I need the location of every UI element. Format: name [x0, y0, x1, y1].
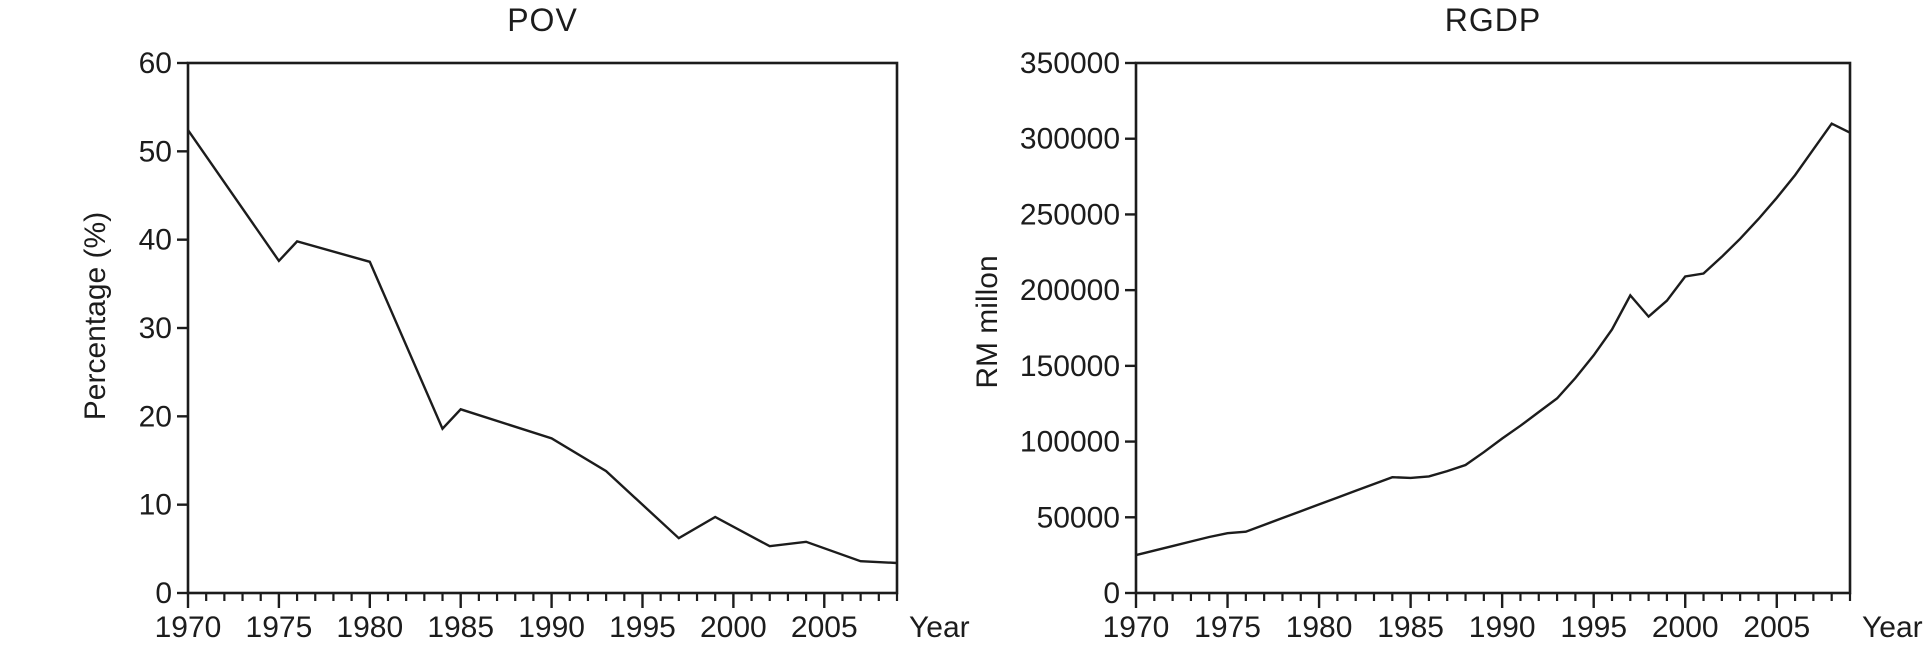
pov-x-tick-label: 1985	[427, 611, 494, 644]
pov-chart-title: POV	[507, 2, 578, 38]
pov-x-tick-label: 1975	[246, 611, 313, 644]
pov-x-tick-label: 1980	[336, 611, 403, 644]
rgdp-x-tick-label: 1985	[1377, 611, 1444, 644]
rgdp-plot-frame	[1134, 61, 1852, 595]
pov-x-tick-label: 1970	[155, 611, 222, 644]
pov-x-tick-label: 1995	[609, 611, 676, 644]
rgdp-x-tick-label: 1995	[1560, 611, 1627, 644]
rgdp-y-tick-label: 100000	[1020, 426, 1120, 459]
rgdp-chart-title: RGDP	[1444, 2, 1542, 38]
rgdp-y-tick-label: 300000	[1020, 123, 1120, 156]
rgdp-x-tick-label: 1970	[1103, 611, 1170, 644]
rgdp-y-tick-label: 200000	[1020, 274, 1120, 307]
rgdp-data-line	[1135, 122, 1851, 557]
rgdp-x-tick-label: 1980	[1286, 611, 1353, 644]
pov-x-tick-label: 2005	[791, 611, 858, 644]
rgdp-y-tick-label: 50000	[1037, 501, 1120, 534]
pov-y-tick-label: 50	[139, 135, 172, 168]
pov-y-tick-label: 40	[139, 224, 172, 257]
rgdp-y-tick-label: 250000	[1020, 198, 1120, 231]
pov-y-tick-label: 30	[139, 312, 172, 345]
rgdp-x-tick-label: 1990	[1469, 611, 1536, 644]
rgdp-x-tick-label: 2005	[1743, 611, 1810, 644]
pov-y-tick-label: 60	[139, 47, 172, 80]
pov-y-tick-label: 0	[155, 577, 172, 610]
pov-x-axis-label: Year	[909, 611, 970, 644]
pov-y-tick-label: 20	[139, 400, 172, 433]
rgdp-y-tick-label: 350000	[1020, 47, 1120, 80]
rgdp-y-tick-label: 0	[1103, 577, 1120, 610]
rgdp-x-tick-label: 1975	[1194, 611, 1261, 644]
pov-x-tick-label: 1990	[518, 611, 585, 644]
pov-y-tick-label: 10	[139, 489, 172, 522]
pov-x-tick-label: 2000	[700, 611, 767, 644]
rgdp-x-tick-label: 2000	[1652, 611, 1719, 644]
pov-data-line	[187, 129, 898, 565]
rgdp-y-tick-label: 150000	[1020, 350, 1120, 383]
rgdp-x-axis-label: Year	[1862, 611, 1923, 644]
